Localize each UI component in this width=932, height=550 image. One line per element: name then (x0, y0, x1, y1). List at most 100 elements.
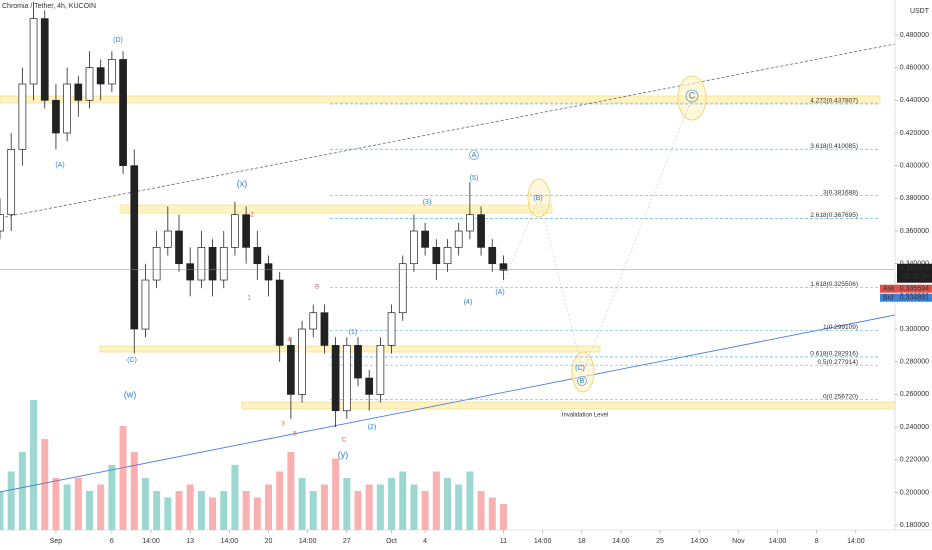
target-ellipse (677, 75, 707, 121)
candle-body (208, 247, 217, 281)
volume-bar (30, 400, 38, 530)
zone (241, 401, 899, 410)
volume-bar (477, 491, 485, 530)
candle-body (466, 214, 474, 232)
price-tag (897, 263, 932, 283)
volume-bar (343, 478, 351, 530)
volume-bar (499, 504, 507, 530)
candle-body (354, 345, 362, 379)
y-tick-label: 0.480000 (900, 32, 929, 39)
volume-bar (97, 484, 105, 530)
candle-body (253, 247, 262, 265)
candle-body (52, 99, 60, 134)
x-tick-label: 8 (815, 538, 819, 545)
volume-bar (119, 426, 127, 530)
candle-body (454, 230, 463, 248)
annotation: (A) (55, 162, 64, 169)
candle-body (219, 247, 228, 281)
volume-bar (421, 491, 429, 530)
x-tick-label: 25 (656, 538, 664, 545)
volume-bar (265, 484, 272, 530)
volume-bar (444, 478, 451, 530)
volume-bar (86, 491, 93, 530)
volume-bar (253, 497, 261, 530)
candle-body (231, 214, 239, 248)
candle-body (477, 214, 485, 248)
x-tick-label: 14:00 (299, 538, 317, 545)
annotation: B (580, 378, 585, 385)
candle-body (376, 345, 385, 395)
candle-body (499, 263, 508, 271)
annotation: (A) (495, 289, 504, 296)
y-tick-label: 0.460000 (900, 64, 929, 71)
x-tick-label: 14:00 (690, 538, 708, 545)
candle-body (186, 263, 195, 281)
x-tick-label: 14:00 (534, 538, 552, 545)
ask-tag (880, 284, 932, 293)
volume-bar (0, 491, 4, 530)
volume-bar (410, 484, 418, 530)
candle-body (398, 263, 407, 314)
volume-bar (455, 484, 463, 530)
x-tick-label: Sep (50, 538, 63, 545)
candle-body (18, 83, 27, 150)
candle-body (432, 247, 441, 265)
volume-bar (186, 484, 194, 530)
x-tick-label: Oct (386, 538, 397, 545)
y-tick-label: 0.440000 (900, 97, 929, 104)
x-tick-label: 20 (265, 538, 273, 545)
annotation: (C) (575, 365, 585, 372)
y-tick-label: 0.420000 (900, 130, 929, 137)
volume-bar (231, 465, 239, 530)
annotation: C (342, 438, 347, 444)
candle-body (29, 18, 38, 85)
target-ellipse (571, 351, 595, 393)
candle-body (275, 279, 284, 346)
fib-label: 2.618(0.367695) (810, 212, 858, 219)
volume-bar (41, 439, 49, 530)
volume-bar (432, 471, 440, 530)
x-tick-label: 4 (423, 538, 427, 545)
candle-body (331, 345, 340, 412)
annotation: (B) (533, 195, 542, 202)
candle-body (108, 59, 116, 85)
projection-path (499, 97, 693, 373)
candle-body (175, 230, 183, 265)
volume-bar (130, 452, 138, 530)
candle-body (320, 312, 329, 346)
volume-bar (376, 484, 384, 530)
volume-bar (141, 478, 149, 530)
volume-bar (309, 491, 317, 530)
ask-value: 0.335594 (900, 286, 929, 293)
volume-bar (52, 478, 60, 530)
plot: 4.272(0.437807) 3.618(0.410085) 3(0.381688… (0, 2, 895, 530)
x-tick-label: 14:00 (769, 538, 787, 545)
candle-body (141, 279, 150, 330)
candle-body (152, 247, 161, 281)
x-tick-label: 11 (500, 538, 507, 545)
fib-label: 0.618(0.282916) (810, 351, 858, 358)
fib-label: 1(0.299109) (823, 324, 858, 331)
annotation: Invalidation Level (562, 413, 608, 419)
wave-circle (685, 89, 699, 103)
x-tick-label: Nov (732, 538, 745, 545)
volume-bar (332, 458, 340, 530)
price-tag-label: 0.336303 (900, 266, 929, 273)
volume-bar (164, 497, 172, 530)
volume-bar (153, 491, 161, 530)
candle-body (7, 148, 16, 216)
candle-body (0, 214, 4, 232)
candle-body (74, 83, 83, 101)
fib-label: 4.272(0.437807) (810, 98, 858, 105)
fib-label: 3.618(0.410085) (810, 143, 858, 150)
annotation: (3) (423, 199, 432, 206)
candle-body (387, 312, 396, 346)
candle-body (85, 67, 94, 101)
volume-bar (320, 484, 328, 530)
volume-bar (276, 471, 284, 530)
candle-body (197, 247, 206, 281)
candle-body (443, 247, 452, 265)
volume-bar (466, 471, 474, 530)
x-tick-label: 13 (186, 538, 194, 545)
